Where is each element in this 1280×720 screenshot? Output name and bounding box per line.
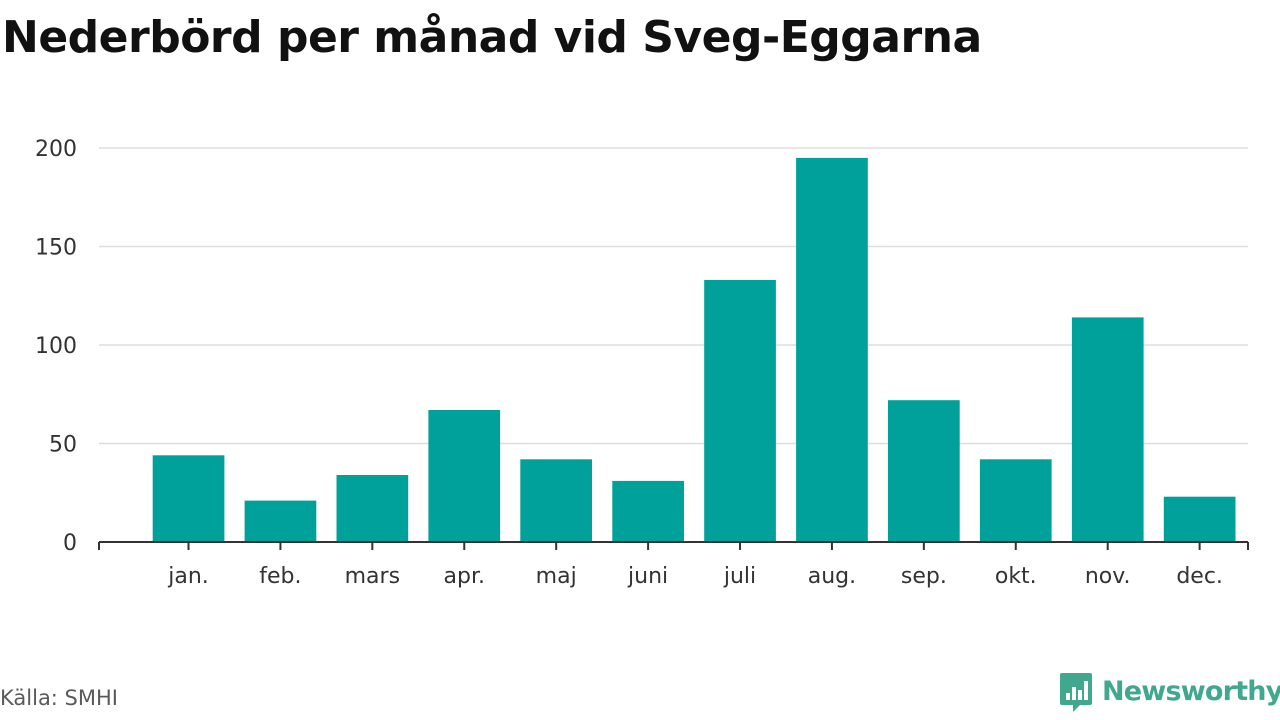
bar-okt <box>979 459 1052 542</box>
x-tick-label: mars <box>345 564 400 589</box>
x-tick-label: sep. <box>901 564 947 589</box>
bar-juni <box>612 480 684 542</box>
bar-dec <box>1163 496 1236 542</box>
bars <box>152 157 1236 542</box>
gridlines <box>99 147 1248 445</box>
newsworthy-logo-icon <box>1060 673 1092 712</box>
x-tick-label: feb. <box>259 564 301 589</box>
source-note: Källa: SMHI <box>0 686 118 710</box>
y-tick-label: 50 <box>49 433 77 458</box>
bar-aug <box>796 157 868 542</box>
x-tick-label: okt. <box>995 564 1037 589</box>
bar-feb <box>244 500 317 542</box>
brand-name: Newsworthy <box>1102 676 1280 707</box>
x-tick-label: nov. <box>1085 564 1131 589</box>
x-tick-label: maj <box>536 564 577 589</box>
x-axis-tick-labels: jan. feb. mars apr. maj juni juli aug. sep. okt. n… <box>167 564 1223 589</box>
bar-nov <box>1071 317 1144 542</box>
y-tick-label: 150 <box>35 236 77 261</box>
x-tick-label: juni <box>627 564 668 589</box>
bar-apr <box>428 410 501 542</box>
x-tick-label: dec. <box>1176 564 1223 589</box>
x-axis <box>98 541 1249 550</box>
bar-jan <box>152 455 225 542</box>
bar-juli <box>704 280 776 542</box>
bar-maj <box>520 459 592 542</box>
x-tick-label: juli <box>723 564 756 589</box>
y-axis-tick-labels: 0 50 100 150 200 <box>35 137 77 556</box>
bar-sep <box>888 400 960 542</box>
bar-mars <box>336 475 409 542</box>
y-tick-label: 200 <box>35 137 77 162</box>
x-tick-label: aug. <box>808 564 856 589</box>
chart-title: Nederbörd per månad vid Sveg-Eggarna <box>2 12 982 63</box>
x-tick-label: jan. <box>167 564 209 589</box>
y-tick-label: 0 <box>63 531 77 556</box>
newsworthy-logo: Newsworthy <box>1058 671 1280 713</box>
x-tick-label: apr. <box>444 564 485 589</box>
y-tick-label: 100 <box>35 334 77 359</box>
